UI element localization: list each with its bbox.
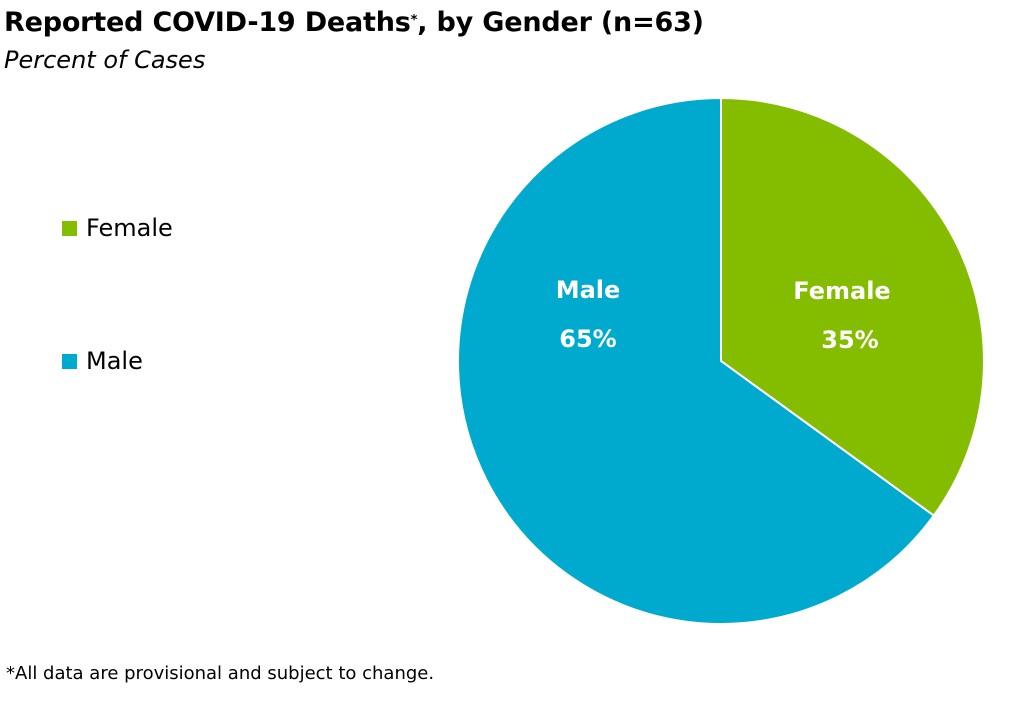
legend-item-male: Male [62,346,143,376]
legend-item-female: Female [62,213,173,243]
legend-swatch-male [62,353,77,369]
footnote: *All data are provisional and subject to… [6,663,435,684]
pie-slices [457,96,985,625]
legend-label-female: Female [86,214,173,242]
slice-label-female: Female [793,277,890,305]
pie-slice-labels: Female 35% Male 65% [556,276,891,354]
legend-label-male: Male [86,347,143,375]
title-footnote-marker: * [410,13,418,28]
chart-subtitle: Percent of Cases [4,46,206,74]
slice-value-male: 65% [559,325,616,353]
slice-value-female: 35% [821,326,878,354]
pie-slice-male [457,96,936,625]
chart-title-suffix: , by Gender (n=63) [417,7,704,38]
pie-slice-female [720,96,985,517]
legend-swatch-female [62,220,77,236]
chart-title-main: Reported COVID-19 Deaths [4,7,411,38]
slice-label-male: Male [556,276,621,304]
chart-title: Reported COVID-19 Deaths*, by Gender (n=… [4,5,704,41]
